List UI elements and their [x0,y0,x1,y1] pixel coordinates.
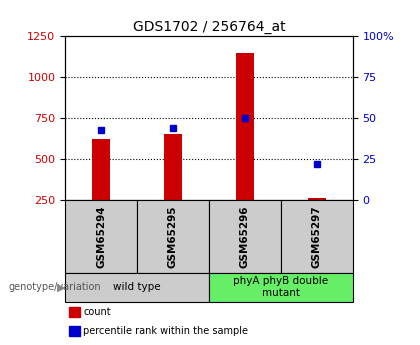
Text: GSM65294: GSM65294 [96,205,106,268]
Title: GDS1702 / 256764_at: GDS1702 / 256764_at [133,20,285,34]
Text: GSM65295: GSM65295 [168,205,178,268]
Text: GSM65297: GSM65297 [312,205,322,268]
Bar [164,134,182,200]
Bar [308,198,326,200]
Text: wild type: wild type [113,282,161,292]
Text: GSM65296: GSM65296 [240,205,250,268]
Text: count: count [83,307,111,317]
Bar [236,52,254,200]
Text: ▶: ▶ [57,282,65,292]
Text: percentile rank within the sample: percentile rank within the sample [83,326,248,336]
Bar [92,139,110,200]
Text: phyA phyB double
mutant: phyA phyB double mutant [234,276,328,298]
Text: genotype/variation: genotype/variation [8,282,101,292]
